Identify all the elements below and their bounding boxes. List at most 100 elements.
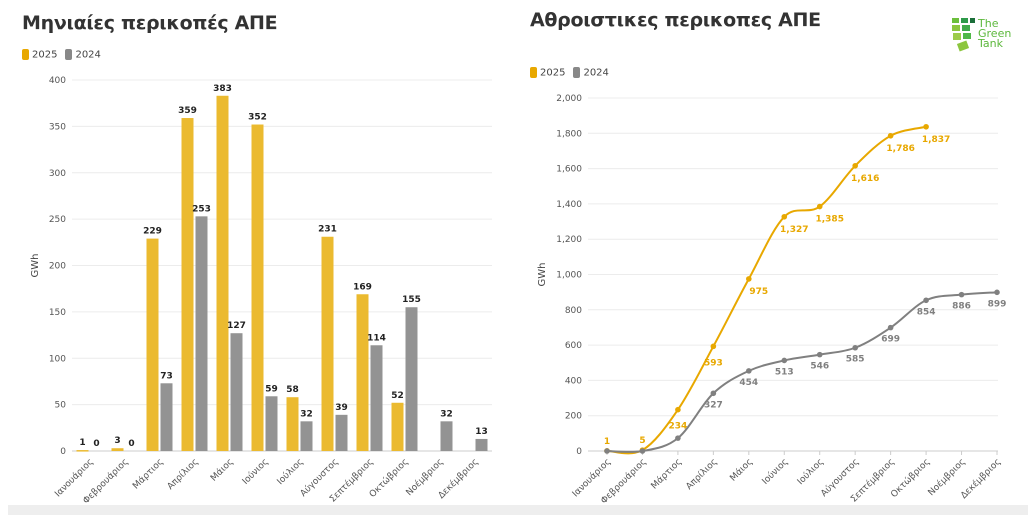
point-2024 xyxy=(639,448,646,454)
x-tick-label: Ιούλιος xyxy=(795,456,826,487)
bar-data-label: 73 xyxy=(160,371,173,381)
bar-2024 xyxy=(265,396,278,451)
left-legend: 2025 2024 xyxy=(22,49,101,61)
bar-data-label: 52 xyxy=(391,391,404,401)
point-data-label: 5 xyxy=(639,436,645,446)
point-data-label: 1,385 xyxy=(815,215,843,225)
y-tick-label: 0 xyxy=(576,447,582,457)
bar-data-label: 169 xyxy=(353,282,372,292)
legend-2024[interactable]: 2024 xyxy=(573,67,609,79)
bar-data-label: 127 xyxy=(227,321,246,331)
bar-data-label: 114 xyxy=(367,333,386,343)
point-data-label: 975 xyxy=(749,287,768,297)
legend-2024[interactable]: 2024 xyxy=(65,49,101,61)
y-tick-label: 300 xyxy=(49,169,66,179)
point-data-label: 899 xyxy=(988,299,1007,309)
x-tick-label: Μάρτιος xyxy=(650,457,684,491)
green-tank-logo xyxy=(952,18,975,52)
x-tick-label: Μάρτιος xyxy=(131,457,165,491)
point-2024 xyxy=(746,368,752,374)
bar-2025 xyxy=(216,95,229,451)
y-axis-label: GWh xyxy=(30,254,41,278)
point-2024 xyxy=(604,448,610,454)
point-2025 xyxy=(923,123,929,130)
point-2024 xyxy=(710,390,717,397)
y-axis-label: GWh xyxy=(537,263,548,287)
x-tick-label: Απρίλιος xyxy=(166,457,201,492)
bar-2025 xyxy=(181,118,194,451)
point-2025 xyxy=(746,276,752,282)
point-data-label: 513 xyxy=(775,367,794,377)
point-2024 xyxy=(816,351,823,358)
y-tick-label: 200 xyxy=(49,262,66,272)
y-tick-label: 1,800 xyxy=(556,129,582,139)
point-data-label: 327 xyxy=(704,400,723,410)
point-2024 xyxy=(958,291,965,298)
bar-data-label: 359 xyxy=(178,106,197,116)
y-tick-label: 1,600 xyxy=(556,165,582,175)
bar-data-label: 253 xyxy=(192,204,211,214)
y-tick-label: 250 xyxy=(49,215,66,225)
x-tick-label: Ιούλιος xyxy=(275,456,306,487)
bar-2024 xyxy=(440,421,453,451)
point-2024 xyxy=(887,324,894,331)
point-data-label: 585 xyxy=(846,355,865,365)
bar-data-label: 155 xyxy=(402,295,421,305)
point-2025 xyxy=(816,203,823,210)
bar-2024 xyxy=(160,383,173,451)
bar-2025 xyxy=(146,238,159,451)
y-tick-label: 350 xyxy=(49,122,66,132)
bar-2024 xyxy=(300,421,313,451)
legend-2025[interactable]: 2025 xyxy=(22,49,57,61)
bar-data-label: 352 xyxy=(248,113,267,123)
y-tick-label: 800 xyxy=(565,306,582,316)
point-2024 xyxy=(781,357,788,364)
bar-2025 xyxy=(286,397,299,451)
y-tick-label: 1,000 xyxy=(556,271,582,281)
bar-data-label: 1 xyxy=(79,438,85,448)
bar-2024 xyxy=(195,216,208,451)
point-data-label: 546 xyxy=(810,362,829,372)
horizontal-scrollbar[interactable] xyxy=(8,505,1028,515)
y-tick-label: 0 xyxy=(60,447,66,457)
point-data-label: 699 xyxy=(881,335,900,345)
bar-data-label: 32 xyxy=(300,409,313,419)
bar-data-label: 39 xyxy=(335,403,348,413)
bar-data-label: 383 xyxy=(213,84,232,94)
point-data-label: 1 xyxy=(604,437,610,447)
bar-2025 xyxy=(76,450,89,452)
bar-data-label: 13 xyxy=(475,427,488,437)
bar-2024 xyxy=(475,438,488,451)
y-tick-label: 100 xyxy=(49,354,66,364)
x-tick-label: Μάιος xyxy=(209,457,236,484)
x-tick-label: Απρίλιος xyxy=(684,457,719,492)
legend-label: 2025 xyxy=(540,67,566,79)
bar-data-label: 59 xyxy=(265,384,278,394)
bar-data-label: 0 xyxy=(93,439,99,449)
bar-2025 xyxy=(391,402,404,451)
point-data-label: 1,837 xyxy=(922,135,950,145)
point-2024 xyxy=(994,289,1000,296)
point-data-label: 1,786 xyxy=(886,144,914,154)
point-2024 xyxy=(675,435,681,441)
bar-2025 xyxy=(111,448,124,451)
logo-text: The Green Tank xyxy=(978,17,1012,50)
legend-2025[interactable]: 2025 xyxy=(530,67,565,79)
point-2024 xyxy=(923,297,929,304)
bar-data-label: 58 xyxy=(286,385,299,395)
x-tick-label: Ιούνιος xyxy=(240,456,271,487)
bar-data-label: 229 xyxy=(143,227,162,237)
bar-2024 xyxy=(405,307,418,451)
bar-data-label: 231 xyxy=(318,225,337,235)
left-chart-title: Μηνιαίες περικοπές ΑΠΕ xyxy=(22,12,278,34)
point-2025 xyxy=(710,343,717,350)
bar-2024 xyxy=(230,333,243,451)
bar-2025 xyxy=(356,294,369,451)
bar-2025 xyxy=(251,124,264,452)
line-2025 xyxy=(606,125,927,455)
bar-2024 xyxy=(335,414,348,451)
y-tick-label: 150 xyxy=(49,308,66,318)
bar-data-label: 3 xyxy=(114,436,120,446)
point-2025 xyxy=(781,213,788,220)
